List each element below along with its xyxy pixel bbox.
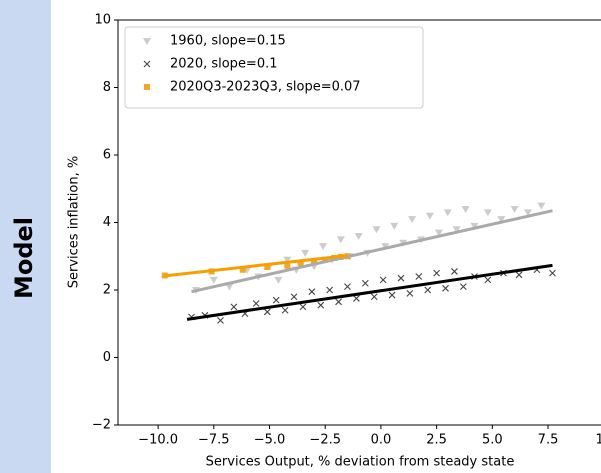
marker — [470, 222, 479, 230]
marker — [433, 269, 441, 277]
marker — [452, 226, 461, 234]
marker — [322, 256, 329, 263]
marker — [484, 276, 492, 284]
marker — [406, 289, 414, 297]
marker — [290, 293, 298, 301]
panel-label: Model — [10, 217, 38, 299]
x-tick-label: 2.5 — [426, 433, 447, 448]
legend-marker — [144, 84, 150, 90]
marker — [510, 206, 519, 213]
x-tick-label: −5.0 — [254, 433, 286, 448]
marker — [274, 276, 283, 284]
marker — [230, 303, 238, 311]
marker — [272, 296, 280, 304]
marker — [217, 316, 224, 324]
x-tick-label: 5.0 — [482, 433, 503, 448]
marker — [390, 222, 399, 230]
y-tick-label: 4 — [103, 215, 111, 230]
marker — [317, 301, 325, 309]
marker — [283, 256, 292, 264]
x-tick-label: 10 — [595, 433, 601, 448]
y-axis-label: Services inflation, % — [67, 156, 82, 288]
marker — [483, 209, 492, 217]
x-axis-label: Services Output, % deviation from steady… — [206, 455, 515, 470]
marker — [434, 229, 443, 237]
x-tick-label: −7.5 — [198, 433, 230, 448]
marker — [264, 264, 271, 271]
marker — [425, 212, 434, 220]
legend-marker — [143, 60, 151, 68]
x-tick-label: 0.0 — [371, 433, 392, 448]
marker — [397, 274, 405, 282]
marker — [354, 233, 363, 240]
marker — [361, 279, 369, 287]
legend-label: 2020, slope=0.1 — [170, 57, 278, 72]
marker — [336, 236, 345, 244]
marker — [284, 262, 291, 269]
fit-line — [186, 263, 553, 321]
marker — [372, 226, 381, 234]
marker — [461, 206, 470, 213]
marker — [523, 209, 532, 217]
marker — [311, 258, 318, 265]
y-tick-label: 8 — [103, 80, 111, 95]
marker — [388, 291, 396, 299]
marker — [459, 283, 467, 291]
marker — [424, 286, 432, 294]
marker — [408, 216, 417, 224]
marker — [549, 269, 556, 277]
marker — [353, 295, 360, 302]
marker — [297, 260, 304, 266]
legend-marker — [143, 38, 151, 45]
marker — [239, 266, 246, 273]
marker — [225, 283, 234, 291]
marker — [209, 276, 218, 284]
y-tick-label: 2 — [103, 283, 111, 298]
marker — [370, 293, 378, 301]
marker — [379, 276, 387, 284]
marker — [451, 268, 458, 275]
fit-line — [164, 254, 348, 278]
x-tick-label: −2.5 — [309, 433, 341, 448]
marker — [335, 298, 342, 306]
marker — [301, 249, 310, 257]
y-tick-label: 0 — [103, 350, 111, 365]
marker — [537, 202, 546, 210]
marker — [299, 303, 307, 311]
marker — [381, 243, 390, 251]
legend-label: 2020Q3-2023Q3, slope=0.07 — [170, 80, 361, 95]
marker — [252, 300, 260, 307]
marker — [318, 243, 327, 251]
marker — [281, 306, 289, 314]
marker — [515, 271, 523, 279]
marker — [497, 216, 506, 224]
legend-label: 1960, slope=0.15 — [170, 34, 286, 49]
legend-box — [124, 26, 424, 109]
x-tick-label: −10.0 — [138, 433, 178, 448]
marker — [415, 273, 423, 280]
y-tick-label: 10 — [94, 13, 111, 28]
marker — [308, 288, 316, 296]
side-panel — [0, 0, 51, 473]
y-tick-label: −2 — [92, 418, 111, 433]
marker — [442, 284, 449, 292]
marker — [443, 209, 452, 217]
marker — [344, 283, 351, 291]
y-tick-label: 6 — [103, 148, 111, 163]
marker — [326, 286, 334, 294]
x-tick-label: 7.5 — [538, 433, 559, 448]
marker — [263, 308, 271, 316]
fit-line — [191, 209, 553, 294]
